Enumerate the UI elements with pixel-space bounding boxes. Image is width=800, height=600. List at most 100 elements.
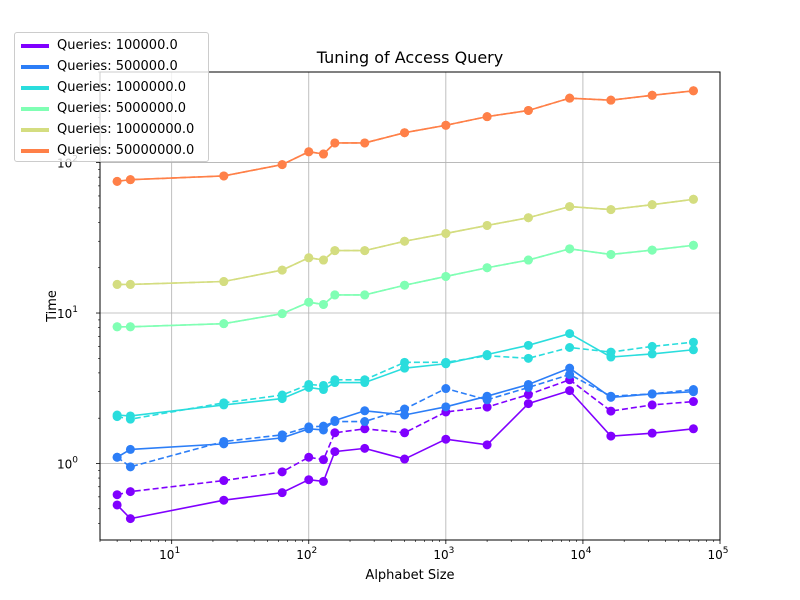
data-point <box>277 309 287 319</box>
legend-item: Queries: 1000000.0 <box>21 77 202 98</box>
legend-swatch <box>21 127 49 132</box>
data-point <box>482 440 492 450</box>
data-point <box>318 476 328 486</box>
data-point <box>330 246 340 256</box>
y-axis-label: Time <box>45 290 60 323</box>
data-point <box>125 411 135 421</box>
data-point <box>330 290 340 300</box>
data-point <box>112 500 122 510</box>
data-point <box>647 200 657 210</box>
x-tick-label: 101 <box>159 546 180 562</box>
data-point <box>219 277 229 287</box>
legend-label: Queries: 50000000.0 <box>57 143 195 158</box>
data-point <box>647 349 657 359</box>
series-line <box>117 332 694 417</box>
data-point <box>565 386 575 396</box>
data-point <box>330 378 340 388</box>
data-point <box>219 400 229 410</box>
data-point <box>441 228 451 238</box>
data-point <box>688 194 698 204</box>
data-point <box>647 389 657 399</box>
series-group <box>112 86 698 186</box>
series-line <box>116 367 694 458</box>
data-point <box>125 279 135 289</box>
data-point <box>565 363 575 373</box>
legend-item: Queries: 10000000.0 <box>21 119 202 140</box>
data-point <box>482 220 492 230</box>
data-point <box>523 213 533 223</box>
legend-item: Queries: 500000.0 <box>21 56 202 77</box>
data-point <box>400 280 410 290</box>
data-point <box>277 433 287 443</box>
x-tick-label: 103 <box>433 546 454 562</box>
data-point <box>219 495 229 505</box>
data-point <box>304 424 314 434</box>
series-line-dashed <box>116 373 694 468</box>
data-point <box>606 431 616 441</box>
data-point-dashed <box>304 452 314 462</box>
legend-swatch <box>21 43 49 48</box>
data-point <box>523 399 533 409</box>
data-point <box>482 112 492 122</box>
y-tick-label: 101 <box>57 305 78 321</box>
data-point <box>606 392 616 402</box>
series-group <box>112 194 698 289</box>
data-point <box>688 240 698 250</box>
series-line <box>117 198 694 286</box>
legend-swatch <box>21 85 49 90</box>
x-tick-label: 104 <box>570 546 591 562</box>
legend-swatch <box>21 148 49 153</box>
data-point-dashed <box>125 487 135 497</box>
x-tick-label: 105 <box>707 546 728 562</box>
y-tick-label: 100 <box>57 455 78 471</box>
data-point-dashed <box>482 402 492 412</box>
y-tick-exponent: 0 <box>72 455 78 465</box>
x-tick-exponent: 1 <box>174 546 180 556</box>
series-group <box>112 375 698 524</box>
chart-title: Tuning of Access Query <box>316 48 503 67</box>
data-point <box>360 443 370 453</box>
data-point <box>441 434 451 444</box>
x-tick-exponent: 3 <box>449 546 455 556</box>
data-point-dashed <box>523 390 533 400</box>
data-point <box>304 297 314 307</box>
data-point <box>360 406 370 416</box>
data-point <box>441 120 451 130</box>
data-point-dashed <box>112 490 122 500</box>
data-point <box>441 359 451 369</box>
data-point <box>277 488 287 498</box>
data-point-dashed <box>277 467 287 477</box>
y-tick-exponent: 1 <box>72 305 78 315</box>
data-point <box>219 439 229 449</box>
series-group <box>112 329 698 424</box>
data-point <box>523 340 533 350</box>
legend-item: Queries: 100000.0 <box>21 35 202 56</box>
data-point <box>112 322 122 332</box>
data-point <box>400 236 410 246</box>
data-point <box>318 255 328 265</box>
legend-item: Queries: 5000000.0 <box>21 98 202 119</box>
data-point <box>112 452 122 462</box>
data-point <box>482 350 492 360</box>
data-point-dashed <box>647 341 657 351</box>
legend-label: Queries: 10000000.0 <box>57 122 195 137</box>
legend-label: Queries: 5000000.0 <box>57 101 187 116</box>
data-point <box>688 424 698 434</box>
data-point <box>400 454 410 464</box>
data-point <box>112 410 122 420</box>
data-point <box>360 246 370 256</box>
x-tick-exponent: 2 <box>312 546 318 556</box>
data-point <box>318 385 328 395</box>
data-point <box>400 363 410 373</box>
data-point <box>125 322 135 332</box>
data-point <box>360 290 370 300</box>
data-point <box>647 90 657 100</box>
data-point <box>318 299 328 309</box>
legend-swatch <box>21 64 49 69</box>
data-point <box>219 319 229 329</box>
data-point <box>125 514 135 524</box>
x-tick-exponent: 5 <box>723 546 729 556</box>
data-point <box>688 86 698 96</box>
series-line <box>117 90 694 183</box>
